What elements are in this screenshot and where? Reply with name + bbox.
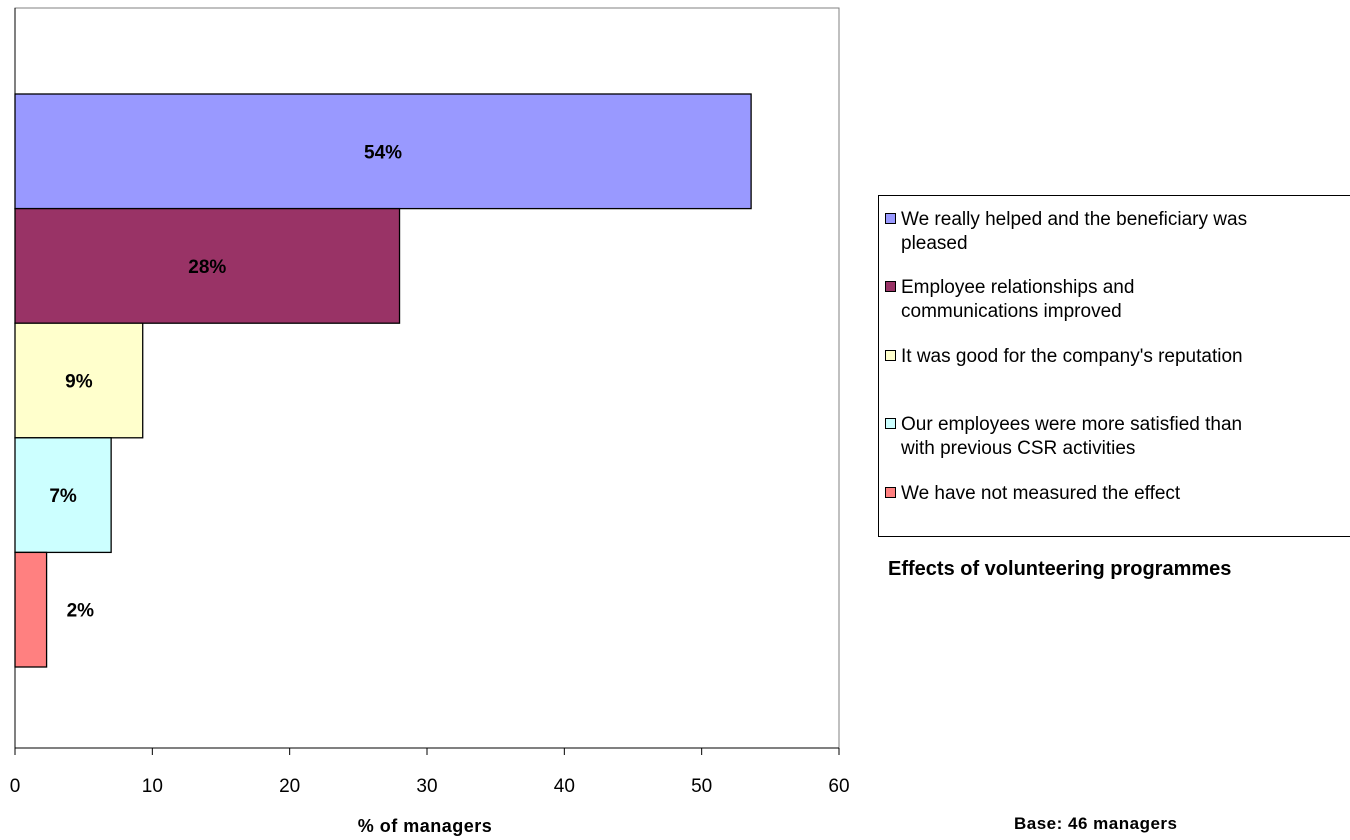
legend-label: It was good for the company's reputation bbox=[901, 345, 1341, 369]
legend-swatch bbox=[885, 487, 896, 498]
data-label: 9% bbox=[65, 372, 93, 393]
legend-label-line: Our employees were more satisfied than bbox=[901, 414, 1243, 435]
x-axis-label: % of managers bbox=[357, 816, 493, 836]
x-tick-label: 0 bbox=[10, 776, 21, 797]
legend-swatch bbox=[885, 281, 896, 292]
x-tick-label: 60 bbox=[828, 776, 849, 797]
legend-item: Our employees were more satisfied than w… bbox=[885, 413, 1341, 461]
chart-title: Effects of volunteering programmes bbox=[888, 558, 1232, 580]
legend-label-line: with previous CSR activities bbox=[901, 438, 1136, 459]
legend: We really helped and the beneficiary was… bbox=[878, 195, 1350, 537]
legend-item: It was good for the company's reputation bbox=[885, 345, 1341, 369]
x-tick-label: 40 bbox=[554, 776, 575, 797]
legend-label: We have not measured the effect bbox=[901, 482, 1341, 506]
legend-label-line: Employee relationships and bbox=[901, 277, 1135, 298]
bar bbox=[14, 322, 144, 439]
x-tick-label: 20 bbox=[279, 776, 300, 797]
bar bbox=[14, 93, 752, 210]
legend-item: Employee relationships and communication… bbox=[885, 276, 1341, 324]
data-label: 7% bbox=[49, 486, 77, 507]
data-label: 2% bbox=[67, 601, 95, 622]
legend-label-line: It was good for the company's reputation bbox=[901, 346, 1243, 367]
legend-label-line: communications improved bbox=[901, 301, 1122, 322]
data-label: 54% bbox=[364, 142, 402, 163]
data-label: 28% bbox=[188, 257, 226, 278]
bar bbox=[14, 207, 401, 324]
legend-label-line: pleased bbox=[901, 233, 968, 254]
legend-swatch bbox=[885, 418, 896, 429]
legend-item: We have not measured the effect bbox=[885, 482, 1341, 506]
x-tick-label: 10 bbox=[142, 776, 163, 797]
x-tick-label: 50 bbox=[691, 776, 712, 797]
legend-swatch bbox=[885, 350, 896, 361]
legend-swatch bbox=[885, 213, 896, 224]
legend-label: Our employees were more satisfied than w… bbox=[901, 413, 1341, 461]
legend-label-line: We really helped and the beneficiary was bbox=[901, 209, 1248, 230]
legend-label-line: We have not measured the effect bbox=[901, 483, 1181, 504]
x-tick-label: 30 bbox=[416, 776, 437, 797]
legend-label: Employee relationships and communication… bbox=[901, 276, 1341, 324]
base-note: Base: 46 managers bbox=[1014, 814, 1178, 833]
legend-label: We really helped and the beneficiary was… bbox=[901, 208, 1341, 256]
bar bbox=[14, 551, 48, 668]
bar bbox=[14, 437, 112, 554]
legend-item: We really helped and the beneficiary was… bbox=[885, 208, 1341, 256]
